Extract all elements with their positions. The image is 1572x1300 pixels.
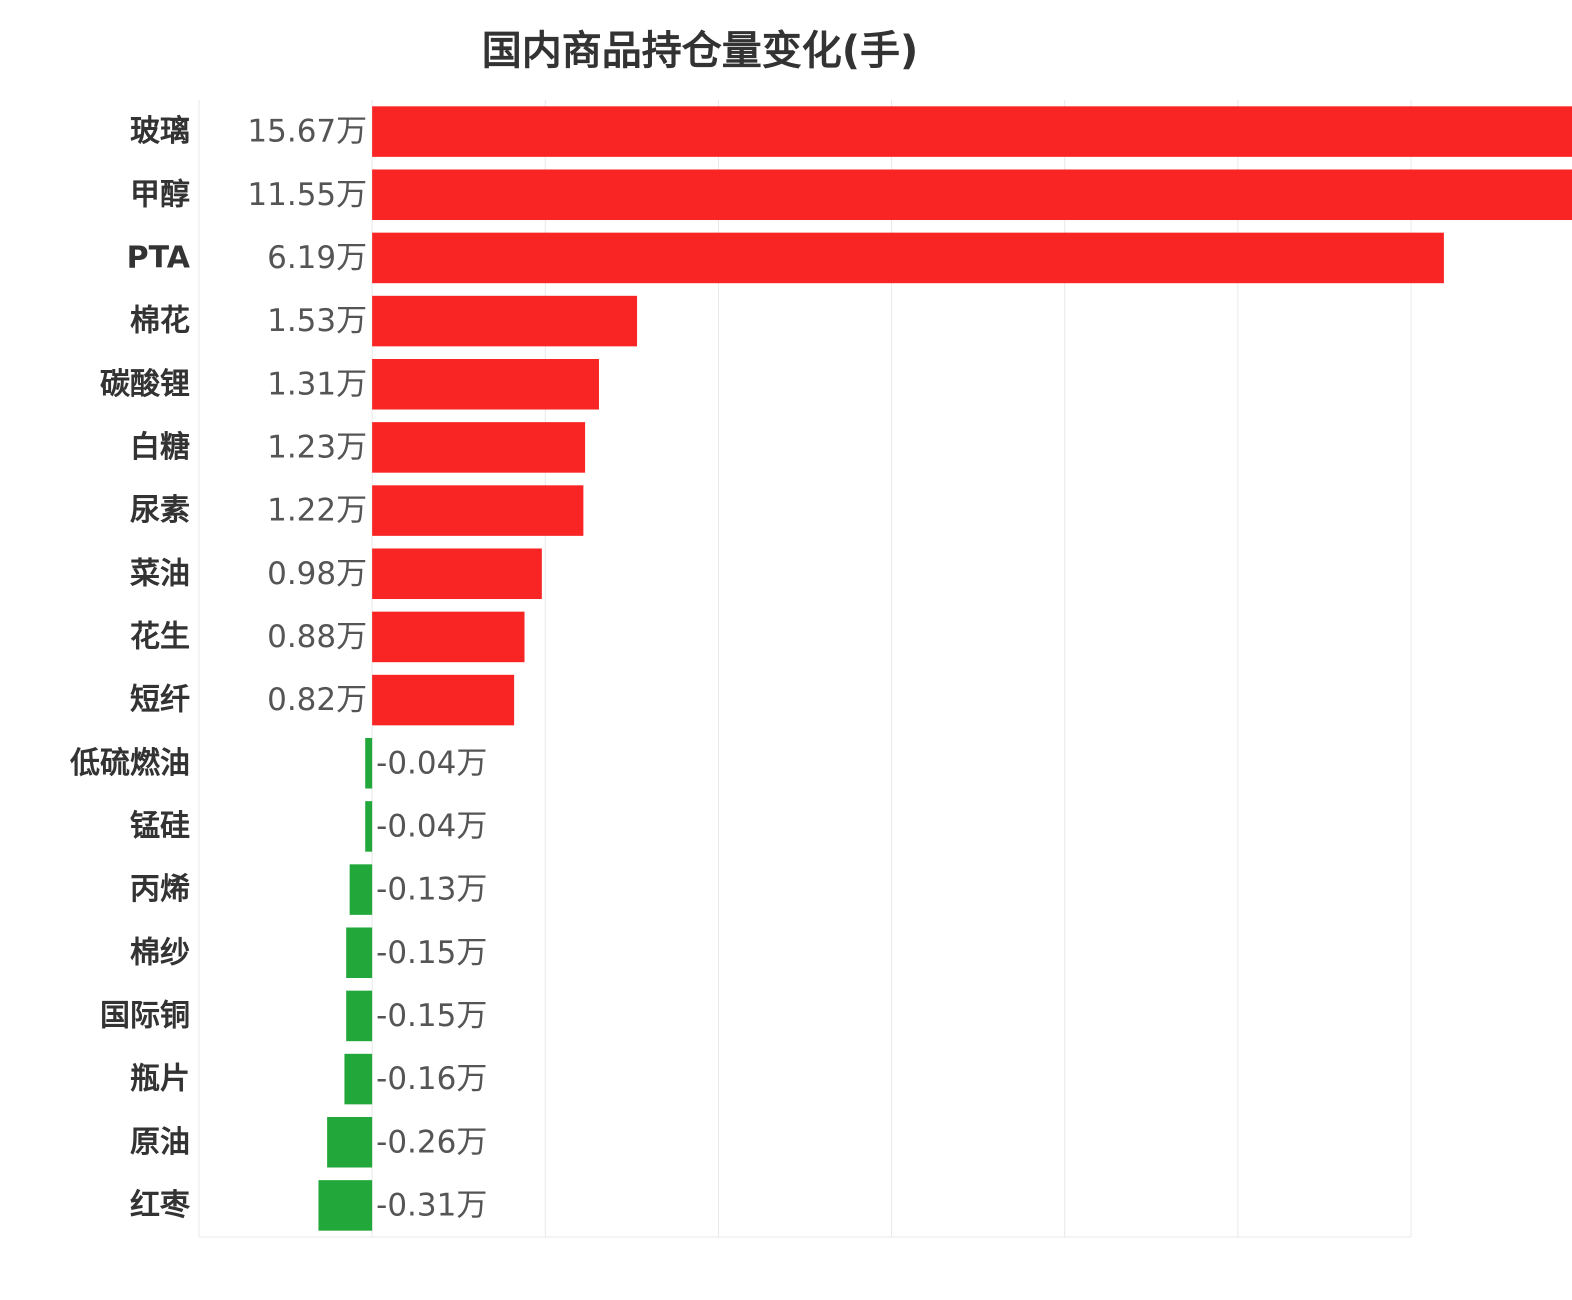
value-label: 1.53万	[267, 303, 367, 339]
category-label: 瓶片	[130, 1062, 190, 1097]
value-label: 11.55万	[247, 177, 367, 213]
value-label: 0.88万	[267, 619, 367, 655]
value-label: -0.31万	[376, 1187, 487, 1223]
category-label: 原油	[130, 1125, 190, 1160]
category-label: 棉纱	[130, 935, 190, 970]
bar	[346, 927, 373, 979]
bar	[327, 1116, 373, 1168]
value-label: 0.98万	[267, 556, 367, 592]
bar	[346, 990, 373, 1042]
bar	[372, 106, 1572, 157]
bar	[365, 801, 373, 852]
value-label: 0.82万	[267, 682, 367, 718]
value-label: -0.13万	[376, 872, 487, 908]
value-label: -0.04万	[376, 808, 487, 844]
bar	[372, 422, 586, 473]
bar	[372, 358, 599, 410]
bar	[318, 1180, 373, 1231]
value-label: -0.04万	[376, 745, 487, 781]
bar	[372, 232, 1444, 284]
bar	[349, 864, 373, 915]
bar	[372, 485, 584, 536]
value-labels: 15.67万 11.55万 6.19万 1.53万 1.31万 1.23万 1.22万 0.9…	[247, 114, 487, 1224]
bar	[372, 169, 1572, 221]
category-label: 甲醇	[130, 177, 190, 212]
value-label: -0.26万	[376, 1124, 487, 1160]
category-label: 丙烯	[130, 872, 190, 907]
bar	[372, 674, 515, 726]
category-label: 国际铜	[100, 998, 190, 1033]
value-label: -0.16万	[376, 1061, 487, 1097]
category-label: 锰硅	[130, 809, 190, 844]
value-label: 6.19万	[267, 240, 367, 276]
value-label: -0.15万	[376, 998, 487, 1034]
bar	[372, 611, 525, 663]
value-label: 1.23万	[267, 429, 367, 465]
value-label: -0.15万	[376, 935, 487, 971]
chart-title: 国内商品持仓量变化(手)	[481, 28, 919, 74]
value-label: 1.22万	[267, 493, 367, 529]
bar	[372, 548, 542, 600]
category-label: 菜油	[130, 556, 190, 591]
value-label: 1.31万	[267, 366, 367, 402]
category-label: 碳酸锂	[100, 367, 190, 402]
bar	[372, 295, 638, 347]
bars	[318, 106, 1572, 1231]
category-label: PTA	[127, 240, 191, 275]
bar	[365, 737, 373, 789]
category-label: 低硫燃油	[69, 746, 190, 781]
category-label: 玻璃	[130, 114, 190, 149]
category-label: 棉花	[130, 304, 190, 339]
category-label: 红枣	[130, 1188, 191, 1223]
value-label: 15.67万	[247, 114, 367, 150]
category-label: 花生	[130, 619, 190, 654]
category-label: 短纤	[130, 683, 190, 718]
category-label: 白糖	[130, 430, 190, 465]
bar	[344, 1053, 373, 1105]
category-label: 尿素	[130, 493, 190, 528]
grid-lines	[198, 100, 1412, 1238]
